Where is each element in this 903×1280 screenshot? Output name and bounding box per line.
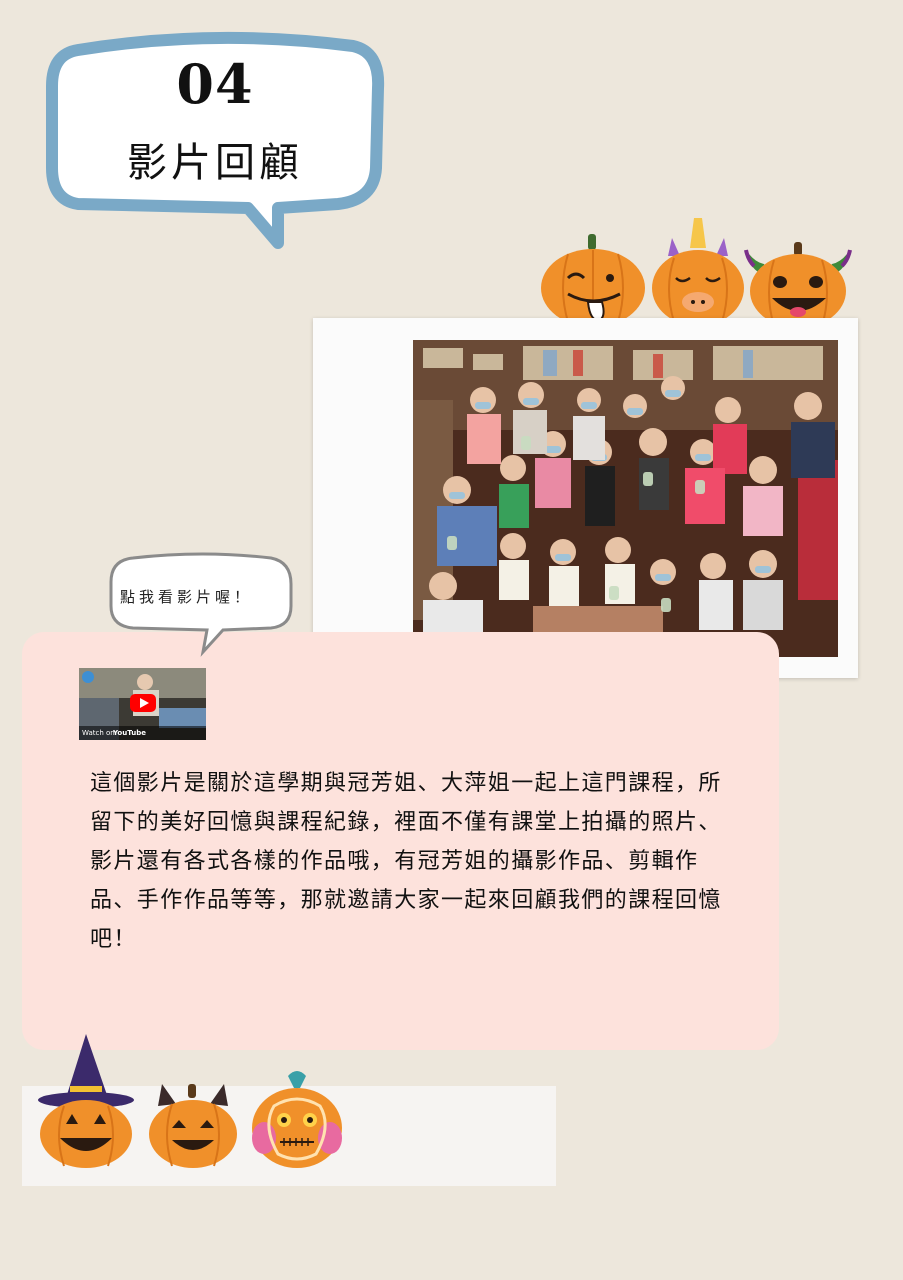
pumpkin-unicorn-icon bbox=[652, 218, 744, 326]
pumpkin-sugar-skull-icon bbox=[252, 1071, 342, 1168]
pumpkin-cat-icon bbox=[149, 1084, 237, 1168]
play-icon[interactable] bbox=[130, 694, 156, 712]
video-thumbnail-image bbox=[79, 668, 206, 740]
youtube-label: YouTube bbox=[113, 729, 146, 737]
pumpkin-devil-icon bbox=[744, 242, 852, 328]
video-thumbnail[interactable]: Watch on YouTube bbox=[79, 668, 206, 740]
watch-on-label: Watch on bbox=[82, 729, 115, 737]
pumpkin-tongue-icon bbox=[541, 234, 645, 327]
section-title: 影片回顧 bbox=[127, 140, 303, 186]
section-number: 04 bbox=[176, 52, 254, 116]
pumpkin-witch-icon bbox=[38, 1034, 134, 1168]
click-speech-bubble bbox=[109, 552, 293, 657]
header-speech-bubble bbox=[46, 31, 385, 249]
description-text: 這個影片是關於這學期與冠芳姐、大萍姐一起上這門課程，所留下的美好回憶與課程紀錄，… bbox=[90, 771, 722, 952]
group-photo bbox=[413, 340, 838, 657]
click-callout-text: 點我看影片喔！ bbox=[120, 588, 254, 606]
